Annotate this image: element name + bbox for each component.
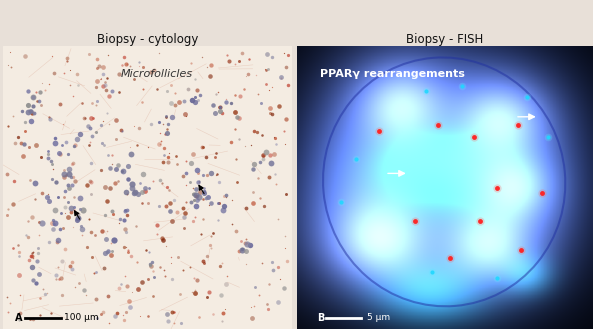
Title: Biopsy - FISH: Biopsy - FISH xyxy=(406,33,483,46)
Text: 100 μm: 100 μm xyxy=(63,313,98,322)
Text: A: A xyxy=(15,313,22,323)
Text: PPARγ rearrangements: PPARγ rearrangements xyxy=(320,69,465,79)
Text: Microfollicles: Microfollicles xyxy=(120,69,192,79)
Text: 5 μm: 5 μm xyxy=(368,313,391,322)
Title: Biopsy - cytology: Biopsy - cytology xyxy=(97,33,198,46)
Text: B: B xyxy=(317,313,324,323)
